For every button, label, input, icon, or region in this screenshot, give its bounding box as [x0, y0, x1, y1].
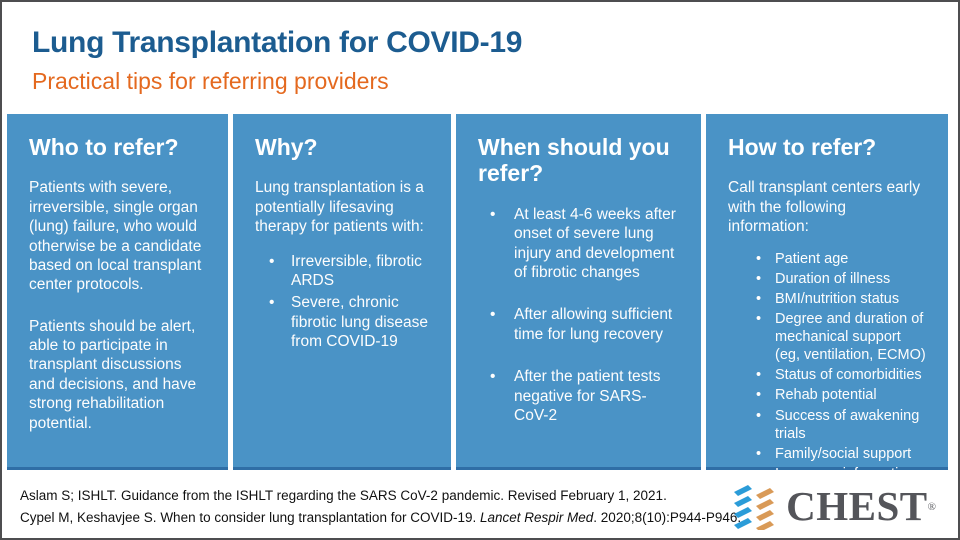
column-heading: How to refer?: [728, 134, 877, 160]
column-body: Patients with severe, irreversible, sing…: [29, 178, 208, 433]
column-why: Why? Lung transplantation is a potential…: [233, 114, 451, 470]
column-intro: Lung transplantation is a potentially li…: [255, 179, 424, 236]
tip-columns: Who to refer? Patients with severe, irre…: [7, 114, 948, 483]
bullet-list: At least 4-6 weeks after onset of severe…: [490, 205, 681, 425]
bullet-list: Patient age Duration of illness BMI/nutrit…: [756, 250, 928, 484]
bullet-item: Irreversible, fibrotic ARDS: [269, 252, 431, 291]
bullet-item: Duration of illness: [756, 270, 928, 288]
bullet-item: BMI/nutrition status: [756, 290, 928, 308]
bullet-item: Family/social support: [756, 445, 928, 463]
column-when-to-refer: When should you refer? At least 4-6 week…: [456, 114, 701, 470]
bullet-item: After allowing sufficient time for lung …: [490, 305, 681, 344]
column-how-to-refer: How to refer? Call transplant centers ea…: [706, 114, 948, 483]
bullet-item: At least 4-6 weeks after onset of severe…: [490, 205, 681, 283]
header: Lung Transplantation for COVID-19 Practi…: [2, 2, 958, 94]
bullet-item: Success of awakening trials: [756, 407, 928, 443]
citations: Aslam S; ISHLT. Guidance from the ISHLT …: [20, 485, 741, 529]
registered-mark: ®: [927, 500, 936, 513]
column-intro: Call transplant centers early with the f…: [728, 179, 921, 236]
column-who-to-refer: Who to refer? Patients with severe, irre…: [7, 114, 228, 470]
chest-wordmark: CHEST: [786, 483, 928, 529]
citation-line-1: Aslam S; ISHLT. Guidance from the ISHLT …: [20, 488, 667, 503]
page-title: Lung Transplantation for COVID-19: [32, 26, 523, 59]
footer: Aslam S; ISHLT. Guidance from the ISHLT …: [2, 470, 958, 538]
bullet-item: Rehab potential: [756, 386, 928, 404]
bullet-item: Patient age: [756, 250, 928, 268]
citation-text: Cypel M, Keshavjee S. When to consider l…: [20, 509, 480, 525]
paragraph: Patients should be alert, able to partic…: [29, 317, 197, 432]
citation-line-2: Cypel M, Keshavjee S. When to consider l…: [20, 507, 741, 529]
citation-journal: Lancet Respir Med: [479, 509, 594, 525]
paragraph: Patients with severe, irreversible, sing…: [29, 179, 202, 294]
citation-text: . 2020;8(10):P944-P946.: [593, 509, 742, 525]
column-heading: Who to refer?: [29, 134, 179, 160]
column-heading: When should you refer?: [478, 134, 670, 187]
bullet-item: Status of comorbidities: [756, 366, 928, 384]
bullet-item: Severe, chronic fibrotic lung disease fr…: [269, 293, 431, 351]
chest-logo: CHEST ®: [733, 483, 936, 530]
bullet-item: After the patient tests negative for SAR…: [490, 367, 681, 425]
column-heading: Why?: [255, 134, 318, 160]
page-subtitle: Practical tips for referring providers: [32, 67, 389, 94]
chest-logo-icon: [734, 485, 775, 530]
bullet-list: Irreversible, fibrotic ARDSSevere, chron…: [269, 252, 431, 352]
bullet-item: Degree and duration of mechanical suppor…: [756, 310, 928, 364]
